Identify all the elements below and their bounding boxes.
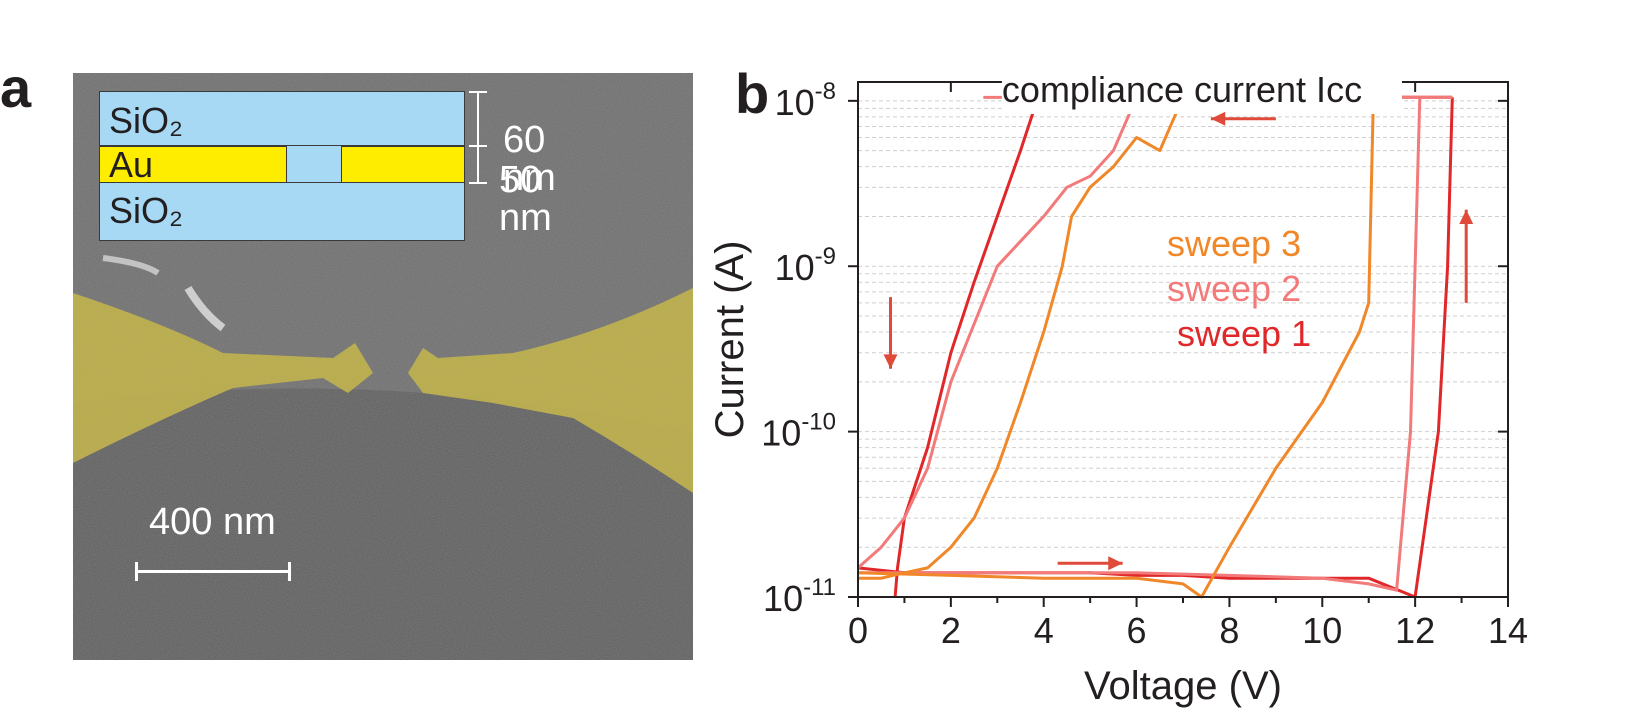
- sio2-top-label: SiO₂: [109, 100, 183, 141]
- thickness-bracket: [469, 91, 487, 184]
- legend-sweep-3: sweep 3: [1167, 223, 1301, 264]
- au-right-electrode: [341, 146, 465, 183]
- x-tick-label: 10: [1302, 610, 1342, 651]
- au-label: Au: [109, 144, 154, 185]
- scale-bar-label: 400 nm: [149, 501, 276, 543]
- compliance-annotation: compliance current Icc: [1002, 69, 1362, 110]
- annotation-bg: [1001, 72, 1402, 114]
- legend-sweep-1: sweep 1: [1177, 313, 1311, 354]
- thickness-60nm-label: 60 nm: [503, 119, 556, 199]
- x-tick-label: 2: [941, 610, 961, 651]
- arrow-up-head: [1459, 209, 1474, 225]
- sio2-top-layer: [99, 91, 465, 146]
- x-tick-label: 12: [1395, 610, 1435, 651]
- layer-schematic-inset: SiO₂ Au SiO₂ 60 nm 50 nm: [99, 91, 556, 241]
- y-tick-label: 10-10: [761, 409, 836, 454]
- sio2-bottom-layer: [99, 183, 465, 241]
- legend-sweep-2: sweep 2: [1167, 268, 1301, 309]
- series-line-sweep-2-forward: [858, 97, 1422, 592]
- series-line-sweep-3-reverse: [858, 95, 1374, 580]
- y-tick-label: 10-9: [775, 243, 836, 288]
- sem-image: SiO₂ Au SiO₂ 60 nm 50 nm 400 nm: [73, 73, 693, 660]
- au-left-electrode: [99, 146, 287, 183]
- y-axis-label: Current (A): [708, 241, 752, 439]
- nanogap: [287, 146, 341, 183]
- series-line-sweep-1-forward: [857, 97, 1454, 599]
- y-tick-label: 10-11: [763, 574, 836, 619]
- scale-bar: [135, 562, 291, 581]
- series-line-sweep-3-forward: [857, 97, 1375, 599]
- arrow-reverse-sweep-head: [1210, 111, 1226, 126]
- iv-chart: 0 2 4 6 8 10 12 14 10-11 10-10 10-9 10-8 Voltage (V)…: [708, 69, 1528, 708]
- panel-label-b: b: [735, 62, 770, 125]
- x-tick-label: 8: [1219, 610, 1239, 651]
- sio2-bottom-label: SiO₂: [109, 190, 183, 231]
- x-axis-label: Voltage (V): [1084, 664, 1282, 708]
- thickness-50nm-label: 50 nm: [499, 159, 552, 239]
- arrow-down-head: [883, 354, 898, 369]
- panel-label-a: a: [0, 56, 32, 119]
- arrow-forward-sweep-head: [1108, 556, 1123, 571]
- y-tick-label: 10-8: [775, 78, 836, 123]
- x-tick-label: 14: [1488, 610, 1528, 651]
- x-tick-label: 6: [1127, 610, 1147, 651]
- x-tick-label: 0: [848, 610, 868, 651]
- x-tick-label: 4: [1034, 610, 1054, 651]
- series-line-sweep-1-reverse: [893, 95, 1453, 598]
